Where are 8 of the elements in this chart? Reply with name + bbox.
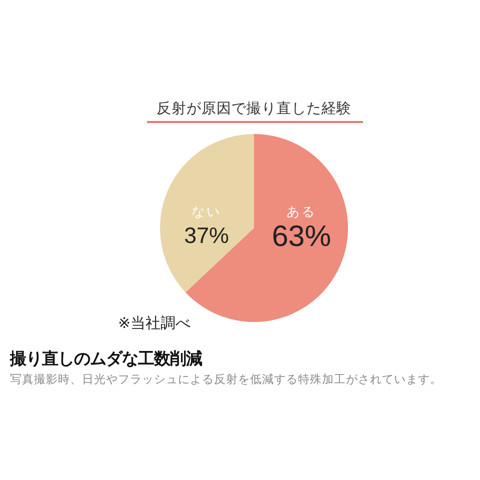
data-label: 63% bbox=[272, 220, 332, 253]
text: 写真撮影時、日光やフラッシュによる反射を低減する特殊加工がされています。 bbox=[10, 373, 442, 386]
text: ※当社調べ bbox=[118, 315, 191, 332]
chart-title: 反射が原因で撮り直した経験 bbox=[156, 100, 352, 117]
text: 撮り直しのムダな工数削減 bbox=[9, 350, 202, 368]
slice-label: ない bbox=[192, 204, 222, 219]
data-label: 37% bbox=[184, 222, 230, 248]
slice-label: ある bbox=[286, 204, 316, 219]
